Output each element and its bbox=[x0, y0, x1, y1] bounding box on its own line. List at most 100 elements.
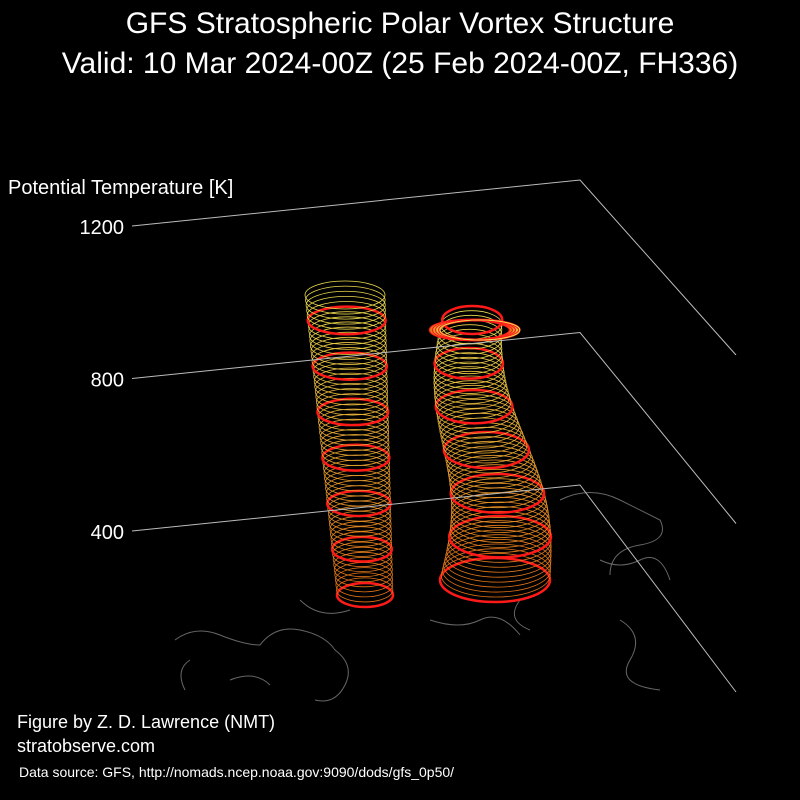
vortex-contour bbox=[320, 434, 390, 461]
vortex-contour bbox=[304, 280, 386, 310]
vortex-contour bbox=[306, 295, 386, 325]
vortex-contour bbox=[433, 370, 508, 404]
vortex-contour bbox=[433, 366, 507, 399]
vortex-contour-highlight bbox=[335, 581, 395, 609]
vortex-contour bbox=[308, 321, 387, 350]
grid-line bbox=[131, 331, 737, 524]
vortex-contour bbox=[311, 347, 388, 376]
vortex-contour-highlight bbox=[447, 514, 553, 559]
vortex-contour bbox=[325, 475, 391, 502]
vortex-contour bbox=[447, 450, 537, 489]
vortex-contour-highlight bbox=[433, 346, 505, 380]
vortex-contour bbox=[448, 454, 539, 494]
vortex-contour bbox=[331, 531, 393, 557]
vortex-contour-highlight bbox=[440, 304, 504, 336]
vortex-contour bbox=[314, 377, 388, 406]
vortex-contour bbox=[447, 524, 552, 568]
vortex-contour-highlight bbox=[325, 489, 392, 518]
vortex-contour bbox=[322, 449, 390, 477]
vortex-contour-highlight bbox=[311, 351, 389, 381]
vortex-contour bbox=[449, 510, 552, 553]
vortex-contour bbox=[333, 551, 393, 578]
vortex-contour bbox=[320, 429, 390, 456]
chart-title: GFS Stratospheric Polar Vortex Structure bbox=[126, 7, 675, 40]
vortex-contour bbox=[450, 482, 547, 523]
coastlines bbox=[174, 492, 671, 702]
vortex-contour bbox=[433, 356, 505, 389]
vortex-contour bbox=[434, 380, 510, 414]
vortex-contour bbox=[306, 301, 386, 330]
vortex-contour bbox=[332, 541, 393, 567]
vortex-contour bbox=[445, 534, 552, 578]
vortex-contour bbox=[307, 311, 387, 340]
vortex-contour bbox=[312, 357, 388, 386]
vortex-contour-highlight bbox=[442, 430, 531, 470]
vortex-contour bbox=[315, 382, 389, 411]
vortex-contour bbox=[311, 342, 388, 371]
vortex-contour bbox=[309, 326, 387, 355]
vortex-contour bbox=[434, 342, 503, 375]
vortex-contour bbox=[333, 557, 393, 583]
vortex-contour bbox=[314, 372, 388, 401]
vortex-contour bbox=[319, 423, 390, 451]
vortex-contour bbox=[315, 388, 389, 416]
vortex-contour-highlight bbox=[449, 472, 546, 514]
z-tick-label: 800 bbox=[91, 370, 124, 392]
vortex-contour-highlight bbox=[321, 443, 391, 472]
vortex-contour bbox=[450, 506, 551, 548]
vortex-contour bbox=[433, 352, 504, 385]
vortex-contour bbox=[323, 454, 391, 482]
vortex-contour bbox=[446, 529, 552, 573]
vortex-contour bbox=[446, 445, 535, 484]
vortex-contour bbox=[439, 319, 521, 341]
vortex-contour bbox=[335, 572, 394, 598]
vortex-contour bbox=[332, 546, 393, 573]
vortex-contour bbox=[321, 439, 390, 466]
vortex-contour bbox=[330, 526, 392, 552]
data-source: Data source: GFS, http://nomads.ncep.noa… bbox=[19, 764, 454, 780]
z-tick-label: 400 bbox=[91, 522, 124, 544]
vortex-contour bbox=[318, 408, 389, 436]
vortex-contour bbox=[310, 331, 387, 360]
vortex-contour bbox=[441, 548, 551, 593]
vortex-contour bbox=[319, 418, 390, 446]
z-axis-label: Potential Temperature [K] bbox=[8, 177, 233, 199]
grid-line bbox=[131, 179, 737, 356]
chart-subtitle: Valid: 10 Mar 2024-00Z (25 Feb 2024-00Z,… bbox=[62, 47, 738, 80]
vortex-contour bbox=[313, 367, 388, 396]
vortex-contour bbox=[323, 459, 391, 487]
vortex-contour bbox=[436, 398, 517, 434]
vortex-contour bbox=[443, 543, 552, 588]
vortex-contour bbox=[310, 336, 387, 365]
vortex-contour bbox=[316, 393, 389, 421]
vortex-contour-highlight bbox=[306, 305, 387, 336]
vortex-contour bbox=[317, 403, 389, 431]
vortex-contour bbox=[450, 501, 551, 543]
vortex-contour bbox=[327, 495, 392, 522]
vortex-contour bbox=[438, 408, 520, 444]
vortex-contour bbox=[318, 413, 389, 441]
vortex-contour bbox=[437, 403, 518, 439]
vortex-contour bbox=[305, 285, 386, 315]
vortex-contour bbox=[440, 552, 551, 598]
vortex-contour bbox=[433, 361, 506, 394]
vortex-contour bbox=[436, 328, 503, 360]
grid-line bbox=[131, 484, 737, 693]
vortex-contour bbox=[433, 375, 509, 409]
vortex-contour bbox=[448, 520, 552, 563]
vortex-contour bbox=[308, 316, 387, 345]
vortex-contour bbox=[448, 459, 541, 499]
credit: Figure by Z. D. Lawrence (NMT) bbox=[17, 712, 275, 732]
vortex-contour bbox=[313, 362, 388, 391]
z-tick-label: 1200 bbox=[80, 217, 125, 239]
vortex-contour bbox=[324, 464, 391, 492]
vortex-contour bbox=[305, 290, 386, 320]
vortex-contour bbox=[334, 567, 393, 593]
vortex-contour-highlight bbox=[434, 388, 514, 425]
vortex-contour-highlight bbox=[316, 397, 390, 427]
vortex-contours bbox=[304, 280, 553, 609]
vortex-contour bbox=[434, 384, 512, 419]
credit-site: stratobserve.com bbox=[17, 736, 155, 756]
vortex-contour-highlight bbox=[330, 535, 394, 563]
